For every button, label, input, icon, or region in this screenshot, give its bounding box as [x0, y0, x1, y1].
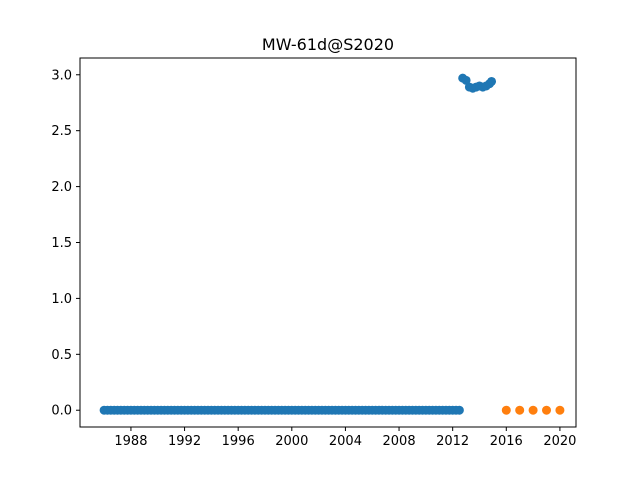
x-tick-label: 2012 — [436, 434, 469, 449]
y-tick-label: 2.0 — [51, 180, 72, 195]
x-tick-label: 2000 — [275, 434, 308, 449]
data-point-series-2 — [501, 405, 511, 415]
y-tick-label: 1.0 — [51, 292, 72, 307]
x-tick-label: 2016 — [490, 434, 523, 449]
x-axis: 1988 1992 1996 2000 2004 2008 2012 2016 2020 — [114, 427, 576, 449]
data-point-series-2 — [555, 405, 565, 415]
data-point-series-2 — [528, 405, 538, 415]
x-tick-label: 1988 — [114, 434, 147, 449]
y-axis: 0.0 0.5 1.0 1.5 2.0 2.5 3.0 — [51, 68, 80, 419]
data-point-series-1 — [487, 76, 497, 86]
x-tick-label: 2008 — [383, 434, 416, 449]
data-point-series-1 — [461, 75, 471, 85]
x-tick-label: 2020 — [543, 434, 576, 449]
y-tick-label: 2.5 — [51, 124, 72, 139]
x-tick-label: 2004 — [329, 434, 362, 449]
y-tick-label: 0.5 — [51, 348, 72, 363]
chart-title: MW-61d@S2020 — [262, 35, 394, 54]
x-tick-label: 1992 — [168, 434, 201, 449]
data-point-series-2 — [515, 405, 525, 415]
data-point-series-2 — [542, 405, 552, 415]
plot-area-frame — [79, 57, 577, 428]
y-tick-label: 3.0 — [51, 68, 72, 83]
y-tick-label: 1.5 — [51, 236, 72, 251]
data-point-series-1 — [454, 405, 464, 415]
y-tick-label: 0.0 — [51, 404, 72, 419]
x-tick-label: 1996 — [222, 434, 255, 449]
data-points — [99, 73, 565, 415]
